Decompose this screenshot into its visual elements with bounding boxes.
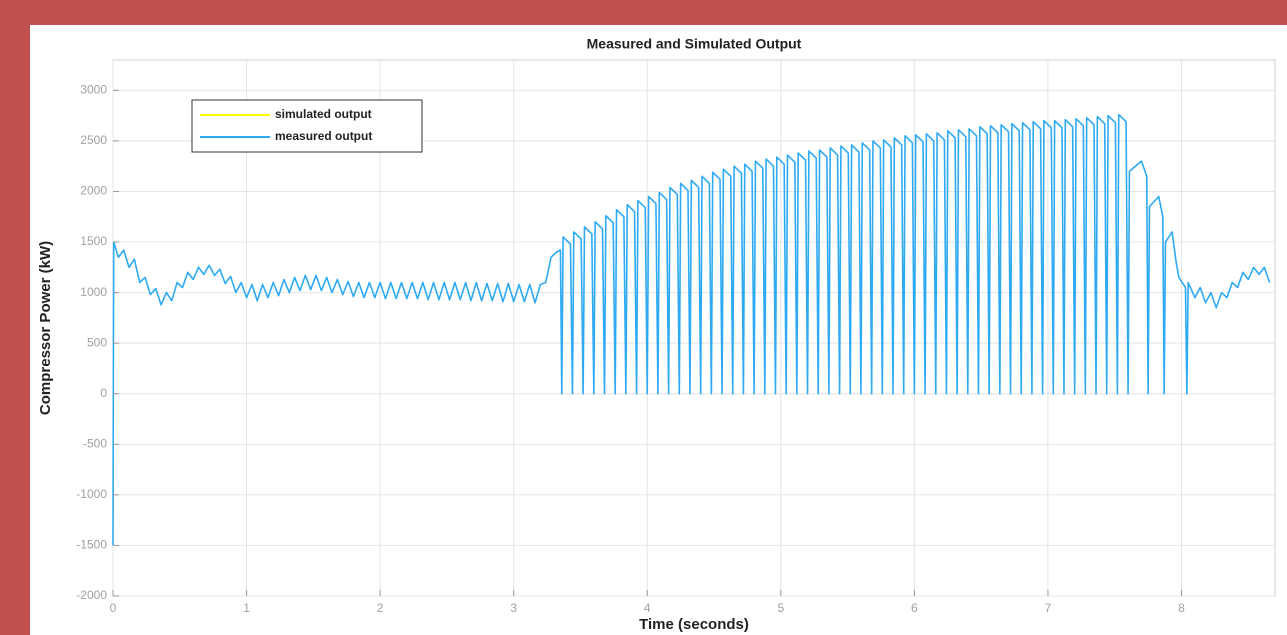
chart-title: Measured and Simulated Output — [587, 36, 802, 52]
legend-label: measured output — [275, 129, 372, 143]
legend-label: simulated output — [275, 107, 372, 121]
y-tick-label: -500 — [83, 436, 107, 450]
y-tick-label: 2000 — [80, 184, 107, 198]
x-tick-label: 0 — [110, 601, 117, 615]
x-axis-label: Time (seconds) — [639, 616, 749, 633]
y-tick-label: 1000 — [80, 285, 107, 299]
y-tick-label: -2000 — [76, 588, 107, 602]
y-tick-label: 2500 — [80, 133, 107, 147]
x-tick-label: 7 — [1045, 601, 1052, 615]
y-tick-label: 0 — [100, 386, 107, 400]
y-tick-label: 1500 — [80, 234, 107, 248]
data-line — [112, 113, 1271, 546]
y-axis-label: Compressor Power (kW) — [37, 241, 54, 415]
legend: simulated output measured output — [191, 99, 423, 153]
x-tick-label: 8 — [1178, 601, 1185, 615]
x-tick-label: 1 — [243, 601, 250, 615]
y-tick-label: -1000 — [76, 487, 107, 501]
y-tick-label: -1500 — [76, 538, 107, 552]
x-label-background — [612, 613, 776, 635]
y-tick-label: 3000 — [80, 83, 107, 97]
x-tick-label: 3 — [510, 601, 517, 615]
legend-box — [191, 99, 423, 153]
x-tick-label: 4 — [644, 601, 651, 615]
ticks: -2000 -1500 -1000 -500 0 500 1000 1500 2000 2500 3… — [76, 83, 1185, 616]
x-tick-label: 2 — [377, 601, 384, 615]
x-tick-label: 6 — [911, 601, 918, 615]
y-tick-label: 500 — [87, 335, 107, 349]
x-tick-label: 5 — [777, 601, 784, 615]
lines — [112, 113, 1271, 546]
